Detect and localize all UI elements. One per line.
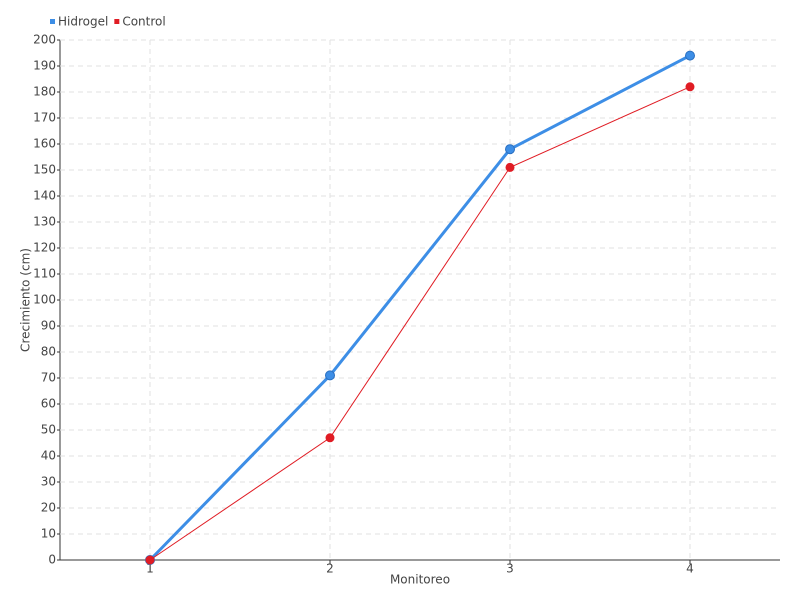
data-point bbox=[325, 370, 335, 381]
series-line bbox=[149, 86, 691, 561]
y-tick-label: 190 bbox=[33, 59, 56, 73]
y-tick-label: 90 bbox=[41, 319, 56, 333]
data-point bbox=[685, 50, 695, 61]
y-tick-label: 0 bbox=[48, 553, 56, 567]
y-tick-label: 140 bbox=[33, 189, 56, 203]
legend-swatch bbox=[114, 19, 120, 24]
y-tick-label: 100 bbox=[33, 293, 56, 307]
x-tick-label: 3 bbox=[506, 562, 514, 576]
data-point bbox=[145, 555, 155, 565]
y-tick-label: 50 bbox=[41, 423, 56, 437]
y-axis-label: Crecimiento (cm) bbox=[19, 248, 33, 352]
y-tick-label: 20 bbox=[41, 501, 56, 515]
data-point bbox=[505, 162, 515, 172]
x-axis-label: Monitoreo bbox=[390, 573, 450, 587]
data-point bbox=[325, 433, 335, 443]
y-tick-label: 30 bbox=[41, 475, 56, 489]
x-tick-label: 2 bbox=[326, 562, 334, 576]
y-tick-label: 10 bbox=[41, 527, 56, 541]
y-tick-label: 160 bbox=[33, 137, 56, 151]
data-point bbox=[685, 82, 695, 92]
legend-swatch bbox=[50, 19, 55, 24]
x-tick-label: 4 bbox=[686, 562, 694, 576]
y-tick-label: 110 bbox=[33, 267, 56, 281]
x-tick-label: 1 bbox=[146, 562, 154, 576]
data-point bbox=[505, 144, 515, 155]
series-line bbox=[148, 54, 691, 562]
y-tick-label: 170 bbox=[33, 111, 56, 125]
y-tick-label: 80 bbox=[41, 345, 56, 359]
y-tick-label: 200 bbox=[33, 33, 56, 47]
legend-label: Hidrogel bbox=[58, 15, 108, 29]
y-tick-label: 150 bbox=[33, 163, 56, 177]
y-tick-label: 130 bbox=[33, 215, 56, 229]
y-tick-label: 60 bbox=[41, 397, 56, 411]
y-tick-label: 40 bbox=[41, 449, 56, 463]
y-tick-label: 70 bbox=[41, 371, 56, 385]
y-tick-label: 120 bbox=[33, 241, 56, 255]
y-tick-label: 180 bbox=[33, 85, 56, 99]
legend-label: Control bbox=[122, 15, 165, 29]
